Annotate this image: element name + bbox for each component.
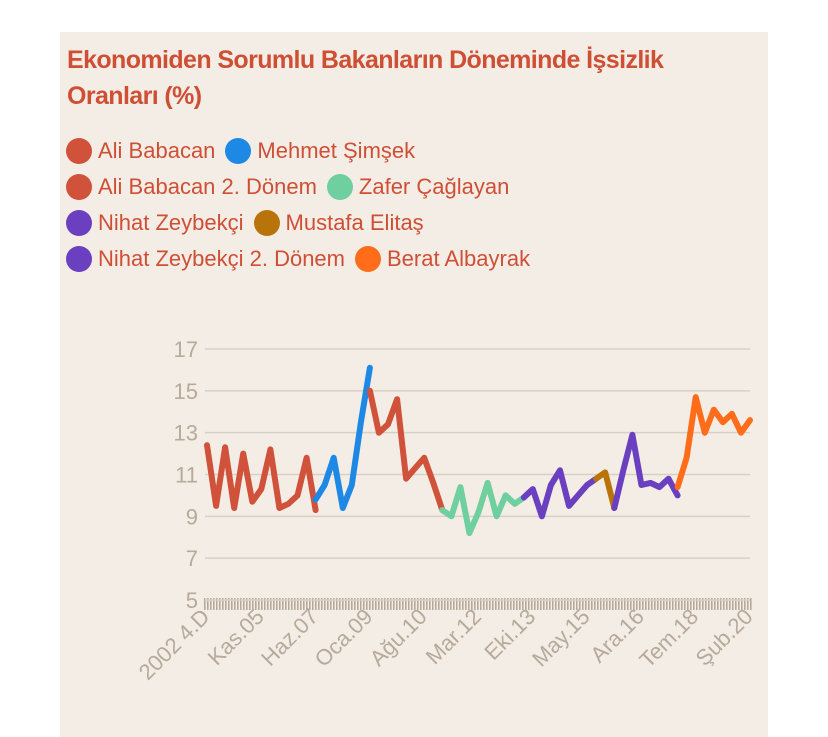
legend-swatch <box>326 174 353 200</box>
x-tick-label: Haz.07 <box>256 604 323 671</box>
x-tick-label: 2002 4.D <box>134 604 215 685</box>
legend-item: Mustafa Elitaş <box>253 210 424 236</box>
series-line <box>204 442 319 514</box>
legend-label: Nihat Zeybekçi 2. Dönem <box>98 246 345 271</box>
legend-label: Ali Babacan 2. Dönem <box>98 174 317 199</box>
legend-row: Nihat Zeybekçi Mustafa Elitaş <box>66 205 540 241</box>
legend-label: Ali Babacan <box>98 138 216 163</box>
legend-swatch <box>66 246 92 272</box>
legend-item: Ali Babacan 2. Dönem <box>66 174 317 200</box>
legend-label: Mustafa Elitaş <box>285 210 424 235</box>
legend-item: Mehmet Şimşek <box>225 138 415 164</box>
y-tick-label: 15 <box>174 379 198 404</box>
legend-row: Ali Babacan Mehmet Şimşek <box>66 133 540 169</box>
legend-swatch <box>66 174 92 200</box>
x-axis-ticks <box>204 598 752 610</box>
x-tick-label: Oca.09 <box>310 604 378 672</box>
y-tick-label: 13 <box>174 421 198 446</box>
y-tick-label: 11 <box>175 463 198 488</box>
x-tick-label: Tem.18 <box>635 604 704 673</box>
y-tick-label: 9 <box>186 504 198 529</box>
series-line <box>439 479 527 537</box>
y-tick-label: 7 <box>186 546 198 571</box>
series-line <box>674 394 753 491</box>
legend-item: Berat Albayrak <box>355 246 530 272</box>
legend-swatch <box>225 138 252 164</box>
x-tick-label: Kas.05 <box>203 604 269 670</box>
series-line <box>366 387 446 514</box>
series-line <box>520 467 600 520</box>
series-line <box>593 469 618 511</box>
legend-item: Nihat Zeybekçi 2. Dönem <box>66 246 345 272</box>
series-line <box>611 431 681 511</box>
y-tick-label: 17 <box>174 337 198 362</box>
legend-swatch <box>66 210 92 236</box>
legend-row: Ali Babacan 2. Dönem Zafer Çağlayan <box>66 169 540 205</box>
x-tick-label: Şub.20 <box>691 604 758 671</box>
legend-label: Zafer Çağlayan <box>358 174 510 199</box>
legend-label: Nihat Zeybekçi <box>98 210 244 235</box>
legend-item: Ali Babacan <box>66 138 215 164</box>
legend: Ali Babacan Mehmet Şimşek Ali Babacan 2. D… <box>66 133 540 277</box>
legend-label: Mehmet Şimşek <box>257 138 416 163</box>
legend-item: Nihat Zeybekçi <box>66 210 244 236</box>
chart-title: Ekonomiden Sorumlu Bakanların Döneminde … <box>67 46 664 110</box>
x-tick-label: May.15 <box>527 604 595 672</box>
x-tick-label: Ağu.10 <box>365 604 432 671</box>
x-tick-label: Mar.12 <box>421 604 486 669</box>
legend-label: Berat Albayrak <box>387 246 531 271</box>
legend-row: Nihat Zeybekçi 2. Dönem Berat Albayrak <box>66 241 540 277</box>
legend-swatch <box>253 210 280 236</box>
legend-swatch <box>355 246 381 272</box>
series-line <box>312 364 373 511</box>
legend-swatch <box>66 138 92 164</box>
card <box>60 32 768 737</box>
y-tick-label: 5 <box>186 588 198 613</box>
legend-item: Zafer Çağlayan <box>326 174 510 200</box>
